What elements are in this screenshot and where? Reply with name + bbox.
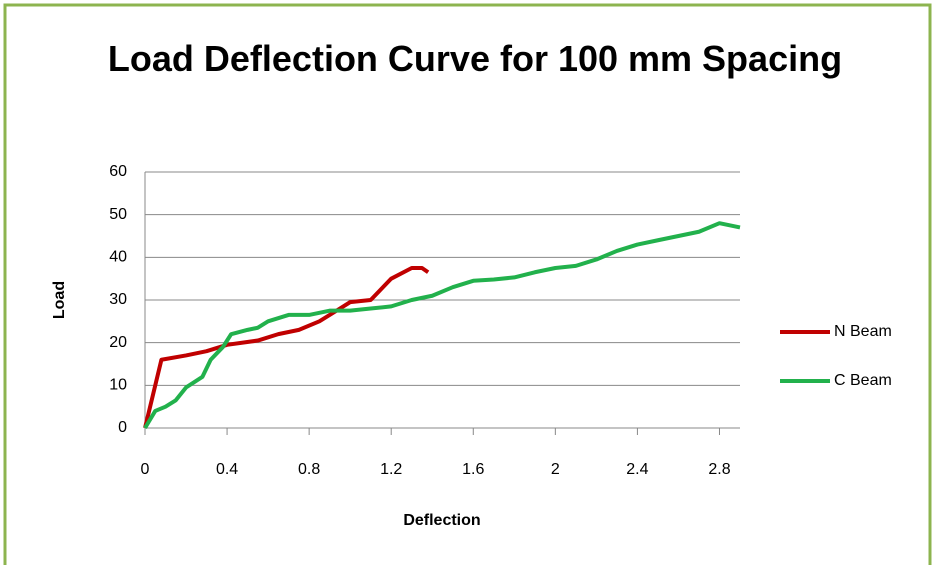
y-tick-label: 60 xyxy=(109,163,127,180)
x-tick-label: 1.2 xyxy=(380,461,402,478)
y-tick-label: 50 xyxy=(109,206,127,223)
x-tick-label: 1.6 xyxy=(462,461,484,478)
legend-label: C Beam xyxy=(834,372,892,389)
y-tick-label: 20 xyxy=(109,334,127,351)
x-axis-label: Deflection xyxy=(403,512,480,529)
y-tick-label: 30 xyxy=(109,291,127,308)
border xyxy=(3,3,932,565)
x-tick-label: 2.4 xyxy=(626,461,648,478)
y-tick-label: 40 xyxy=(109,249,127,266)
data-line xyxy=(143,266,430,429)
y-tick-label: 10 xyxy=(109,377,127,394)
x-tick-label: 2 xyxy=(551,461,560,478)
x-tick-label: 2.8 xyxy=(708,461,730,478)
y-tick-label: 0 xyxy=(118,419,127,436)
x-tick-label: 0.8 xyxy=(298,461,320,478)
x-tick-label: 0.4 xyxy=(216,461,238,478)
chart-title: Load Deflection Curve for 100 mm Spacing xyxy=(107,38,843,79)
x-tick-label: 0 xyxy=(141,461,150,478)
data-line xyxy=(143,221,741,430)
legend-label: N Beam xyxy=(834,323,892,340)
y-axis-label: Load xyxy=(51,281,68,319)
